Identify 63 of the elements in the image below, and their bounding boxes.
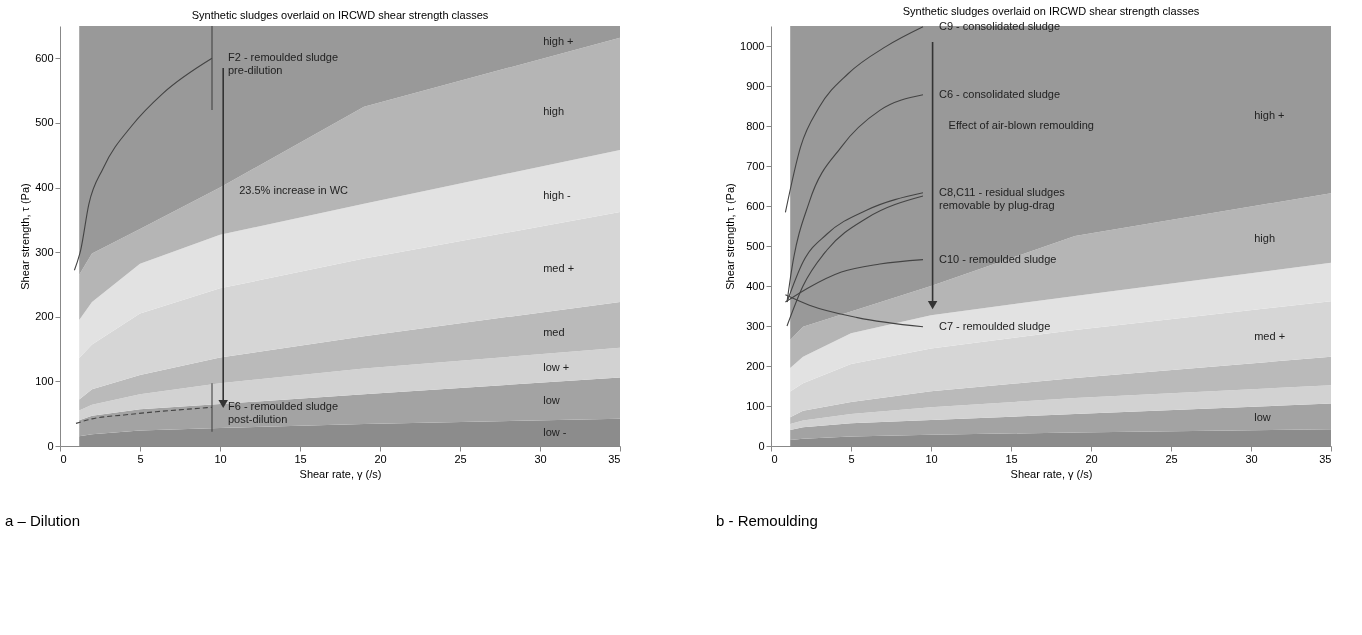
series-label: med	[543, 326, 565, 339]
y-tick-label: 300	[35, 245, 54, 258]
y-tick-label: 800	[746, 119, 765, 132]
x-tick-label: 20	[374, 452, 387, 465]
y-tick-label: 200	[746, 359, 765, 372]
series-label: high -	[543, 189, 572, 202]
y-tick-label: 300	[746, 319, 765, 332]
chart-title: Synthetic sludges overlaid on IRCWD shear strength classes	[902, 4, 1200, 17]
x-tick-label: 25	[454, 452, 467, 465]
series-label: med +	[1254, 329, 1286, 342]
text: b - Remoulding	[716, 512, 818, 529]
annotation: C6 - consolidated sludge	[939, 87, 1061, 100]
annotation: 23.5% increase in WC	[239, 183, 349, 196]
series-label: high	[1254, 232, 1275, 245]
x-tick-label: 5	[848, 452, 855, 465]
x-axis-title: Shear rate, γ (/s)	[1010, 467, 1093, 480]
x-tick-label: 30	[534, 452, 547, 465]
x-tick-label: 0	[60, 452, 67, 465]
x-tick-label: 20	[1085, 452, 1098, 465]
series-label: high +	[1254, 109, 1285, 122]
y-tick-label: 200	[35, 310, 54, 323]
y-tick-label: 500	[35, 116, 54, 129]
series-label: low	[1254, 411, 1271, 424]
y-tick-label: 100	[746, 399, 765, 412]
x-tick-label: 35	[1319, 452, 1332, 465]
annotation: F2 - remoulded sludge pre-dilution	[228, 51, 339, 77]
series-label: low	[543, 394, 560, 407]
series-label: low +	[543, 361, 570, 374]
series-label: high	[543, 105, 564, 118]
series-label: high +	[543, 35, 574, 48]
x-tick-label: 10	[925, 452, 938, 465]
text: a – Dilution	[5, 512, 81, 529]
y-tick-label: 100	[35, 374, 54, 387]
annotation: F6 - remoulded sludge post-dilution	[228, 400, 339, 426]
y-tick-label: 500	[746, 239, 765, 252]
x-tick-label: 0	[771, 452, 778, 465]
series-label: med +	[543, 262, 575, 275]
x-tick-label: 25	[1165, 452, 1178, 465]
series-label: low -	[543, 426, 567, 439]
y-tick-label: 400	[746, 279, 765, 292]
y-tick-label: 400	[35, 181, 54, 194]
annotation: C9 - consolidated sludge	[939, 19, 1061, 32]
y-tick-label: 700	[746, 159, 765, 172]
y-tick-label: 0	[47, 439, 54, 452]
x-tick-label: 15	[294, 452, 307, 465]
annotation: C7 - remoulded sludge	[939, 319, 1051, 332]
x-tick-label: 10	[214, 452, 227, 465]
x-axis-title: Shear rate, γ (/s)	[299, 467, 382, 480]
x-tick-label: 5	[137, 452, 144, 465]
chart-title: Synthetic sludges overlaid on IRCWD shear strength classes	[191, 9, 489, 22]
y-tick-label: 0	[758, 439, 765, 452]
y-axis-title: Shear strength, τ (Pa)	[19, 183, 32, 290]
annotation: Effect of air-blown remoulding	[948, 119, 1094, 131]
y-tick-label: 1000	[740, 39, 765, 52]
y-tick-label: 600	[35, 51, 54, 64]
x-tick-label: 35	[608, 452, 621, 465]
y-tick-label: 600	[746, 199, 765, 212]
y-tick-label: 900	[746, 79, 765, 92]
annotation: C8,C11 - residual sludges removable by plug-drag	[939, 185, 1066, 211]
annotation: C10 - remoulded sludge	[939, 252, 1057, 265]
y-axis-title: Shear strength, τ (Pa)	[724, 183, 737, 290]
x-tick-label: 30	[1245, 452, 1258, 465]
x-tick-label: 15	[1005, 452, 1018, 465]
